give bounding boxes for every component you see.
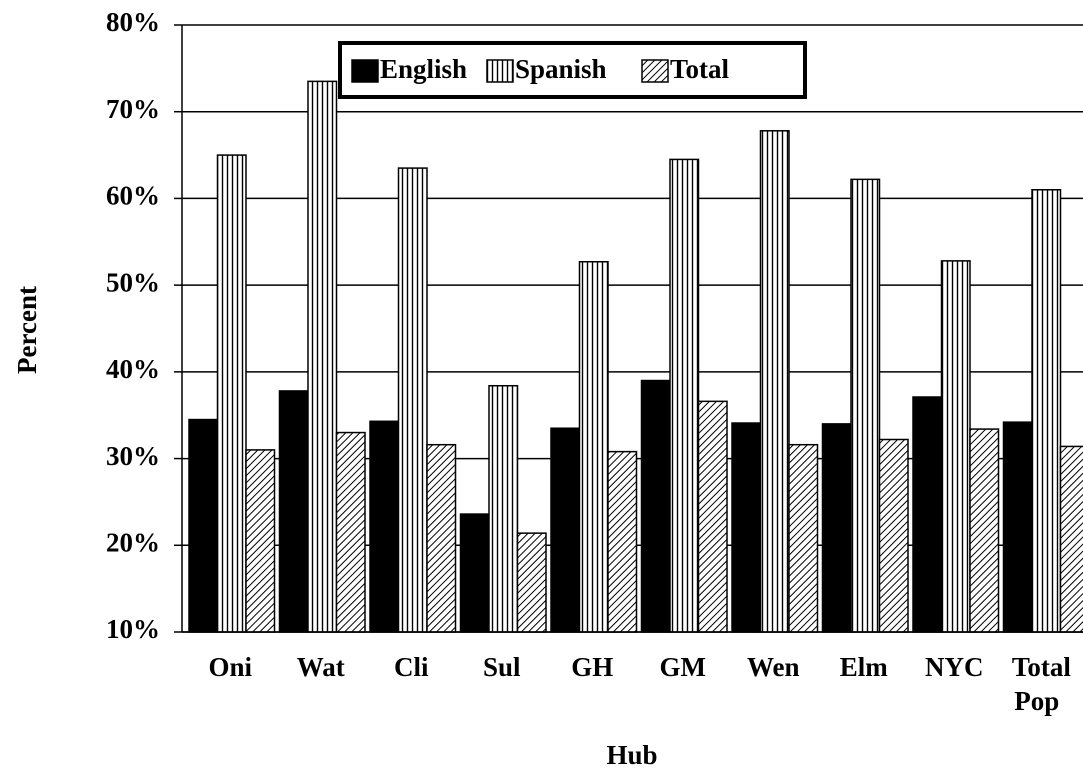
bar [307,80,338,633]
x-axis-title: Hub [606,740,657,770]
legend-swatch [641,59,669,83]
x-tick-label: Elm [840,652,889,682]
bar [759,130,790,633]
bar [731,422,762,633]
bar [550,427,581,633]
bar [821,423,852,633]
x-tick-label: GM [660,652,707,682]
bar [969,428,1000,633]
bar [788,443,819,633]
bar [1002,421,1033,633]
bar [607,450,638,633]
y-tick-label: 10% [106,614,160,644]
x-tick-label: Cli [394,652,429,682]
bar [697,400,728,633]
bar [640,379,671,633]
y-tick-label: 30% [106,441,160,471]
bar [488,384,519,633]
y-tick-label: 80% [106,7,160,37]
bar [940,260,971,633]
legend: English Spanish Total [338,41,807,99]
bar [516,532,547,633]
y-tick-label: 50% [106,267,160,297]
bar [278,390,309,633]
bar [850,178,881,633]
y-tick-label: 70% [106,94,160,124]
x-tick-label: Oni [208,652,252,682]
x-tick-label: Sul [483,652,521,682]
x-tick-label: GH [571,652,613,682]
bar [335,431,366,633]
bar [669,158,700,633]
legend-swatch [486,59,514,83]
y-tick-label: 60% [106,181,160,211]
bar [578,260,609,633]
y-tick-label: 40% [106,354,160,384]
bar [216,154,247,633]
bar [369,420,400,633]
bar [878,438,909,633]
bar [912,396,943,633]
y-axis-title: Percent [12,286,42,374]
bar [1031,189,1062,633]
bar [397,167,428,633]
x-tick-label: Wen [747,652,800,682]
legend-swatch [351,59,379,83]
bar [245,449,276,633]
x-tick-label: Total Pop [1012,652,1078,716]
legend-label: English [380,54,467,84]
bar [426,443,457,633]
bar [459,513,490,633]
x-tick-label: Wat [297,652,345,682]
legend-label: Spanish [515,54,607,84]
bar [1059,445,1083,633]
legend-label: Total [670,54,730,84]
x-tick-label: NYC [925,652,984,682]
y-tick-label: 20% [106,527,160,557]
bar [188,418,219,633]
legend-frame [338,41,807,99]
